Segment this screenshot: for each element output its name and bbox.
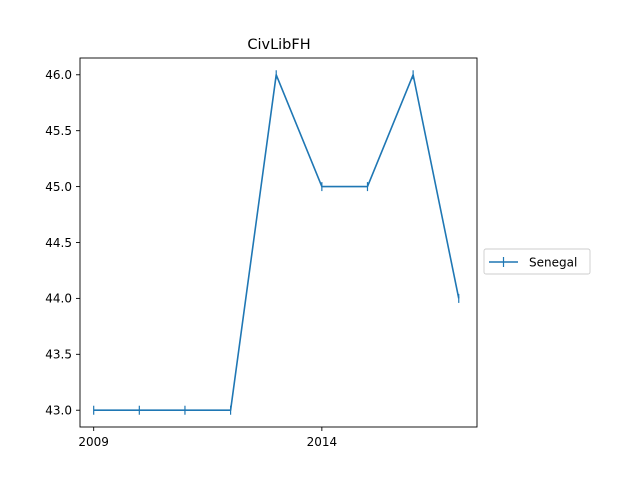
x-tick-label-1: 2014: [307, 435, 338, 449]
plot-area: [93, 70, 460, 415]
y-tick-label-0: 43.0: [45, 404, 72, 418]
x-axis: 2009 2014: [78, 427, 337, 449]
x-tick-label-0: 2009: [78, 435, 109, 449]
y-axis: 43.0 43.5 44.0 44.5 45.0 45.5 46.0: [45, 68, 80, 418]
chart-title: CivLibFH: [247, 37, 310, 53]
y-tick-label-4: 45.0: [45, 180, 72, 194]
y-tick-label-2: 44.0: [45, 292, 72, 306]
legend-label-senegal: Senegal: [529, 256, 577, 270]
y-tick-label-5: 45.5: [45, 124, 72, 138]
y-tick-label-1: 43.5: [45, 348, 72, 362]
y-tick-label-3: 44.5: [45, 236, 72, 250]
legend-box: [483, 248, 591, 275]
legend: Senegal: [483, 248, 591, 275]
y-tick-label-6: 46.0: [45, 68, 72, 82]
